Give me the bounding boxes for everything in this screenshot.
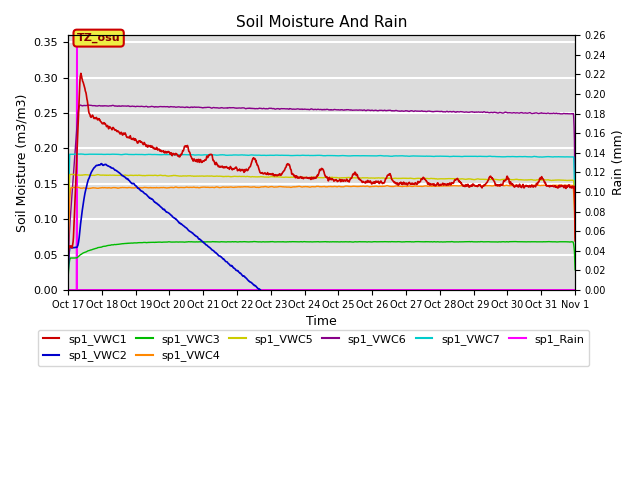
X-axis label: Time: Time: [306, 315, 337, 328]
Y-axis label: Soil Moisture (m3/m3): Soil Moisture (m3/m3): [15, 94, 28, 232]
Y-axis label: Rain (mm): Rain (mm): [612, 130, 625, 195]
Title: Soil Moisture And Rain: Soil Moisture And Rain: [236, 15, 407, 30]
Text: TZ_osu: TZ_osu: [77, 33, 120, 43]
Legend: sp1_VWC1, sp1_VWC2, sp1_VWC3, sp1_VWC4, sp1_VWC5, sp1_VWC6, sp1_VWC7, sp1_Rain: sp1_VWC1, sp1_VWC2, sp1_VWC3, sp1_VWC4, …: [38, 330, 589, 366]
